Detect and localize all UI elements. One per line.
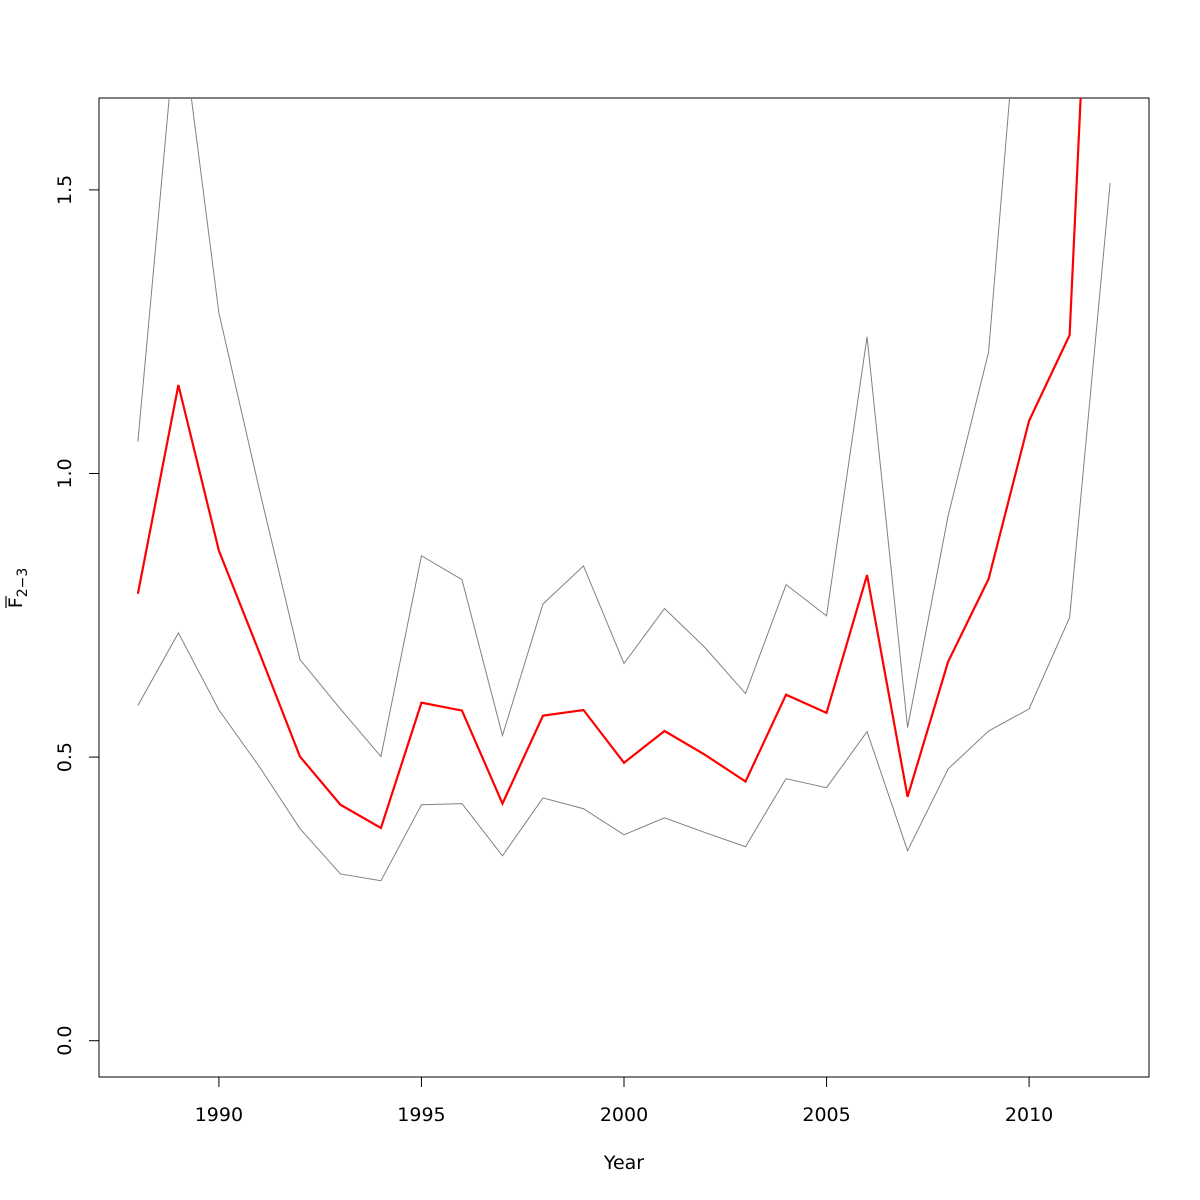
x-tick-label: 2000 [600,1104,648,1126]
y-tick-label: 1.5 [54,175,76,205]
y-label-sub: 2−3 [15,568,31,598]
series-line [137,98,1011,758]
y-label-text: F2−3 [5,568,31,608]
y-tick-label: 0.0 [54,1026,76,1056]
y-label-base: F [5,597,27,608]
x-tick-label: 1990 [195,1104,243,1126]
y-axis-label: F2−3 [5,568,31,608]
x-tick-label: 1995 [397,1104,445,1126]
plot-frame [98,97,1150,1078]
x-axis-label: Year [603,1152,644,1174]
plot-area [136,98,1111,882]
series-line [137,183,1111,882]
series-line [136,98,1082,830]
y-tick-label: 1.0 [54,458,76,488]
y-tick-label: 0.5 [54,742,76,772]
x-tick-label: 2010 [1005,1104,1053,1126]
x-tick-label: 2005 [802,1104,850,1126]
